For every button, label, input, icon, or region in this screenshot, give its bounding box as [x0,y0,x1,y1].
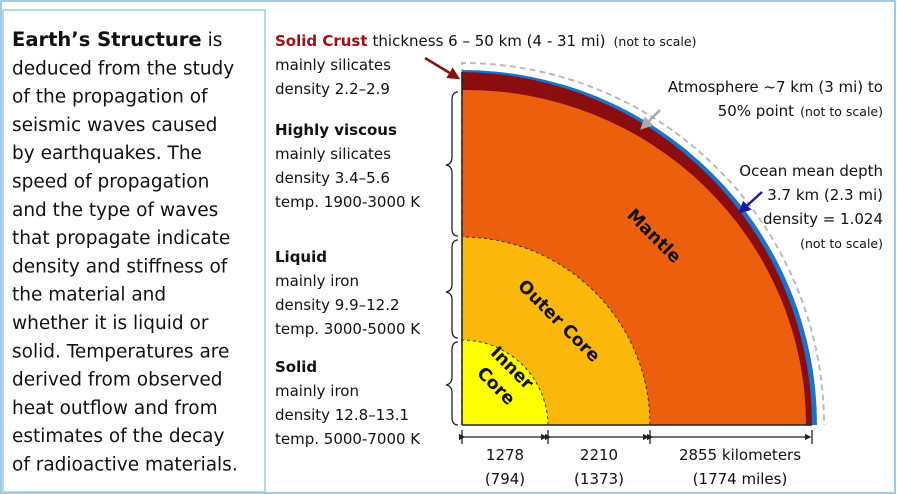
ocean-line: 3.7 km (2.3 mi) [767,186,883,204]
inner-core-line: density 12.8–13.1 [275,406,409,424]
outer-core-state: Liquid [275,248,327,266]
atmosphere-line: 50% point (not to scale) [718,102,883,120]
intro-line: estimates of the decay [12,426,225,447]
scale-value: 1278 [486,446,524,464]
crust-note: (not to scale) [614,34,697,49]
intro-line: heat outflow and from [12,398,218,419]
scale-sub: (794) [485,470,525,488]
intro-line: whether it is liquid or [12,313,209,334]
intro-line: solid. Temperatures are [12,341,229,362]
intro-line: derived from observed [12,370,223,391]
intro-line: deduced from the study [12,58,234,79]
intro-line: is [208,30,223,51]
braces [446,92,458,425]
atmosphere-line: Atmosphere ~7 km (3 mi) to [668,78,883,96]
intro-line: and the type of waves [12,200,218,221]
page: Earth’s Structure is deduced from the stud… [0,0,897,494]
scale-value: 2210 [580,446,618,464]
inner-core-line: mainly iron [275,382,359,400]
intro-line: Earth’s Structure is [12,28,222,51]
intro-line: seismic waves caused [12,115,217,136]
atmosphere-line: 50% point [718,102,794,120]
ocean-line: Ocean mean depth [739,162,883,180]
mantle-line: mainly silicates [275,145,391,163]
inner-core-state: Solid [275,358,317,376]
crust-line: density 2.2–2.9 [275,80,390,98]
scale-bar [462,430,812,444]
ocean-line: density = 1.024 [763,210,883,228]
intro-line: of radioactive materials. [12,455,238,476]
intro-line: speed of propagation [12,172,209,193]
scale-value: 2855 kilometers [679,446,801,464]
intro-line: of the propagation of [12,87,208,108]
intro-title: Earth’s Structure [12,28,202,51]
crust-label: Solid Crust [275,32,368,50]
mantle-state: Highly viscous [275,121,397,139]
intro-box [3,10,265,492]
outer-core-line: density 9.9–12.2 [275,296,400,314]
mantle-line: density 3.4–5.6 [275,169,390,187]
atmosphere-note: (not to scale) [800,104,883,119]
intro-line: that propagate indicate [12,228,230,249]
crust-text: thickness 6 – 50 km (4 - 31 mi) [373,32,606,50]
inner-core-line: temp. 5000-7000 K [275,430,421,448]
scale-sub: (1373) [574,470,624,488]
scale-sub: (1774 miles) [693,470,788,488]
crust-arrow [425,58,458,78]
intro-line: the material and [12,285,166,306]
mantle-line: temp. 1900-3000 K [275,193,421,211]
intro-line: density and stiffness of [12,256,228,277]
crust-line: mainly silicates [275,56,391,74]
outer-core-line: mainly iron [275,272,359,290]
crust-heading: Solid Crust thickness 6 – 50 km (4 - 31 m… [275,32,696,50]
outer-core-line: temp. 3000-5000 K [275,320,421,338]
ocean-note: (not to scale) [800,236,883,251]
ocean-arrow [740,192,762,212]
intro-line: by earthquakes. The [12,143,202,164]
